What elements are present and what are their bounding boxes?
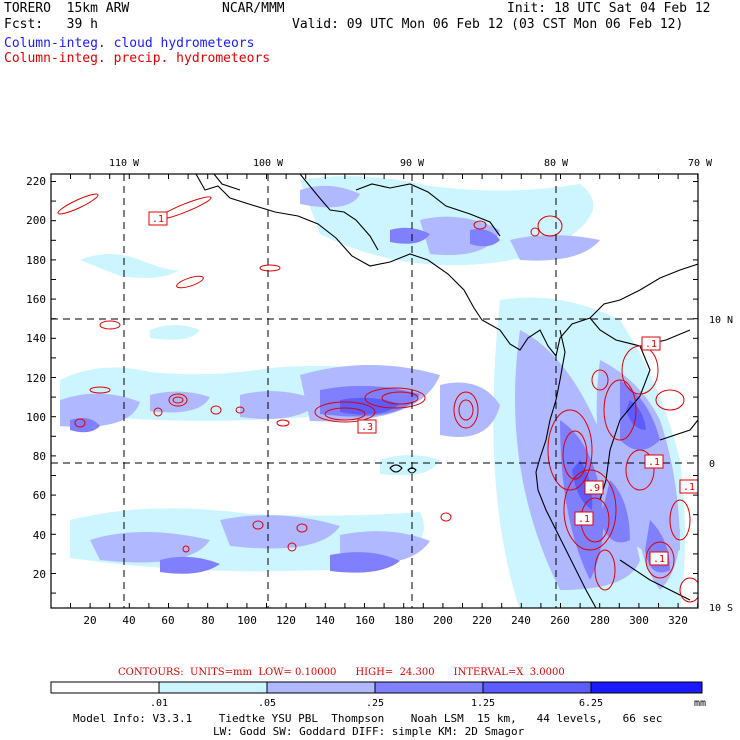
x-tick-label: 200 bbox=[433, 614, 453, 627]
lat-label: 10 S bbox=[709, 603, 733, 614]
lon-label: 100 W bbox=[253, 158, 284, 169]
model-info-line2: LW: Godd SW: Goddard DIFF: simple KM: 2D… bbox=[213, 725, 525, 738]
x-tick-label: 180 bbox=[394, 614, 414, 627]
contour-label: .1 bbox=[648, 457, 660, 468]
contour-label: .1 bbox=[152, 214, 164, 225]
contour-label: .1 bbox=[645, 339, 657, 350]
colorbar-label: .01 bbox=[150, 698, 168, 709]
lat-label: 10 N bbox=[709, 315, 733, 326]
y-tick-label: 80 bbox=[33, 450, 46, 463]
y-tick-label: 140 bbox=[26, 332, 46, 345]
x-tick-label: 280 bbox=[590, 614, 610, 627]
contour-label: .9 bbox=[588, 483, 600, 494]
x-tick-label: 140 bbox=[315, 614, 335, 627]
field-precip-label: Column-integ. precip. hydrometeors bbox=[4, 51, 271, 66]
contour-label-group: .1 .1 .3 .1 .1 .1 .1 .9 bbox=[148, 211, 699, 566]
coastline bbox=[195, 174, 698, 608]
colorbar-segment bbox=[266, 681, 376, 694]
valid-time: Valid: 09 UTC Mon 06 Feb 12 (03 CST Mon … bbox=[292, 17, 684, 32]
colorbar-label: 6.25 bbox=[579, 698, 603, 709]
y-tick-label: 120 bbox=[26, 372, 46, 385]
x-tick-label: 20 bbox=[83, 614, 96, 627]
lat-label: 0 bbox=[709, 459, 715, 470]
contour-label: .3 bbox=[361, 422, 373, 433]
x-tick-label: 160 bbox=[355, 614, 375, 627]
colorbar-segment bbox=[482, 681, 592, 694]
y-tick-label: 200 bbox=[26, 214, 46, 227]
lon-label: 80 W bbox=[544, 158, 569, 169]
y-tick-label: 220 bbox=[26, 175, 46, 188]
map-frame bbox=[50, 173, 699, 609]
forecast-hour: Fcst: 39 h bbox=[4, 17, 98, 32]
x-tick-label: 240 bbox=[511, 614, 531, 627]
x-tick-label: 120 bbox=[276, 614, 296, 627]
axis-labels: 220 200 180 160 140 120 100 80 60 40 20 … bbox=[26, 158, 733, 627]
lat-lon-grid bbox=[51, 174, 698, 608]
colorbar-segment bbox=[158, 681, 268, 694]
y-tick-label: 180 bbox=[26, 254, 46, 267]
y-tick-label: 100 bbox=[26, 411, 46, 424]
colorbar-label: 1.25 bbox=[471, 698, 495, 709]
colorbar-label: .25 bbox=[366, 698, 384, 709]
colorbar-unit: mm bbox=[694, 698, 706, 709]
field-cloud-label: Column-integ. cloud hydrometeors bbox=[4, 36, 255, 51]
lon-label: 70 W bbox=[688, 158, 713, 169]
x-tick-label: 80 bbox=[201, 614, 214, 627]
x-tick-label: 300 bbox=[629, 614, 649, 627]
y-tick-label: 60 bbox=[33, 489, 46, 502]
colorbar-segment bbox=[374, 681, 484, 694]
lon-label: 90 W bbox=[400, 158, 425, 169]
y-tick-label: 40 bbox=[33, 529, 46, 542]
lon-label: 110 W bbox=[109, 158, 140, 169]
colorbar-segment bbox=[50, 681, 160, 694]
init-time: Init: 18 UTC Sat 04 Feb 12 bbox=[507, 1, 711, 16]
x-tick-label: 320 bbox=[668, 614, 688, 627]
y-tick-label: 160 bbox=[26, 293, 46, 306]
x-tick-label: 60 bbox=[161, 614, 174, 627]
axis-ticks bbox=[51, 174, 699, 608]
contour-info: CONTOURS: UNITS=mm LOW= 0.10000 HIGH= 24… bbox=[118, 667, 565, 678]
model-title: TORERO 15km ARW bbox=[4, 1, 130, 16]
x-tick-label: 260 bbox=[550, 614, 570, 627]
x-tick-label: 40 bbox=[122, 614, 135, 627]
contour-label: .1 bbox=[578, 514, 590, 525]
x-tick-label: 100 bbox=[237, 614, 257, 627]
colorbar: .01 .05 .25 1.25 6.25 mm bbox=[50, 681, 706, 709]
contour-label: .1 bbox=[653, 554, 665, 565]
contour-label: .1 bbox=[683, 482, 695, 493]
model-info-line1: Model Info: V3.3.1 Tiedtke YSU PBL Thomp… bbox=[73, 712, 663, 725]
org-label: NCAR/MMM bbox=[222, 1, 285, 16]
colorbar-label: .05 bbox=[258, 698, 276, 709]
y-tick-label: 20 bbox=[33, 568, 46, 581]
x-tick-label: 220 bbox=[472, 614, 492, 627]
colorbar-segment bbox=[590, 681, 703, 694]
